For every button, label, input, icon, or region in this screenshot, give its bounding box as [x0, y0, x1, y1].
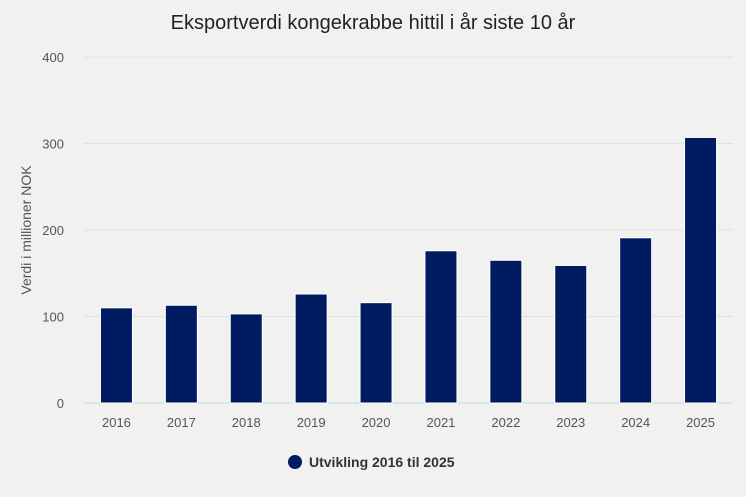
y-tick-label: 400 [42, 50, 64, 65]
bar-2023[interactable] [554, 264, 588, 404]
x-tick-label: 2019 [297, 415, 326, 430]
bar-2020[interactable] [359, 302, 393, 404]
x-tick-label: 2018 [232, 415, 261, 430]
legend-marker [288, 455, 302, 469]
chart-title: Eksportverdi kongekrabbe hittil i år sis… [171, 12, 576, 34]
y-tick-label: 300 [42, 137, 64, 152]
x-tick-label: 2023 [556, 415, 585, 430]
bar-2022[interactable] [489, 259, 523, 404]
bar-2016[interactable] [99, 307, 133, 404]
legend-label: Utvikling 2016 til 2025 [309, 454, 455, 470]
bar-2018[interactable] [229, 313, 263, 404]
x-tick-label: 2020 [362, 415, 391, 430]
y-tick-label: 0 [57, 396, 64, 411]
y-tick-label: 200 [42, 223, 64, 238]
legend[interactable]: Utvikling 2016 til 2025 [288, 454, 455, 470]
bar-2024[interactable] [619, 237, 653, 404]
x-tick-label: 2017 [167, 415, 196, 430]
bar-2017[interactable] [164, 304, 198, 404]
bar-2025[interactable] [684, 136, 718, 404]
bar-2019[interactable] [294, 293, 328, 404]
y-tick-label: 100 [42, 310, 64, 325]
bar-2021[interactable] [424, 250, 458, 404]
x-tick-label: 2025 [686, 415, 715, 430]
x-tick-label: 2024 [621, 415, 650, 430]
x-tick-label: 2022 [491, 415, 520, 430]
x-tick-label: 2016 [102, 415, 131, 430]
x-tick-label: 2021 [426, 415, 455, 430]
y-axis-label: Verdi i millioner NOK [18, 165, 34, 295]
